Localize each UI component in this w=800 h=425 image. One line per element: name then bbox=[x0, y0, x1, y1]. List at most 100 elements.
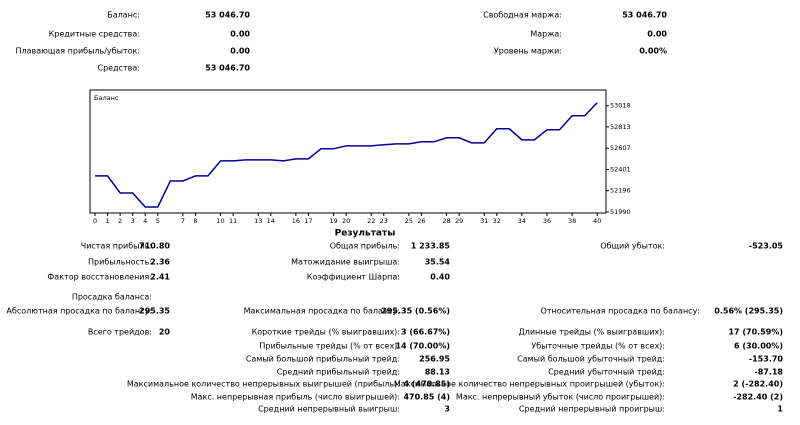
x-tick-label: 22 bbox=[367, 217, 375, 225]
x-tick-label: 11 bbox=[229, 217, 237, 225]
x-tick-label: 36 bbox=[543, 217, 551, 225]
y-tick-label: 52196 bbox=[610, 187, 631, 195]
result-label: Максимальная просадка по балансу: bbox=[244, 307, 400, 316]
x-tick-label: 4 bbox=[143, 217, 147, 225]
account-label: Плавающая прибыль/убыток: bbox=[15, 47, 140, 56]
result-label: Макс. непрерывная прибыль (число выигрыш… bbox=[191, 393, 400, 402]
account-value: 0.00% bbox=[639, 47, 667, 56]
result-value: 35.54 bbox=[425, 258, 451, 267]
account-label: Средства: bbox=[98, 64, 141, 73]
result-value: 3 (66.67%) bbox=[401, 328, 450, 337]
result-label: Относительная просадка по балансу: bbox=[541, 307, 700, 316]
y-tick-label: 52813 bbox=[610, 123, 631, 131]
result-label: Прибыльность: bbox=[88, 258, 152, 267]
x-tick-label: 19 bbox=[329, 217, 337, 225]
result-value: 0.40 bbox=[430, 273, 450, 282]
x-tick-label: 32 bbox=[493, 217, 501, 225]
result-value: 0.56% (295.35) bbox=[714, 307, 783, 316]
result-value: 3 bbox=[444, 405, 450, 414]
account-label: Маржа: bbox=[530, 30, 562, 39]
account-value: 53 046.70 bbox=[205, 64, 250, 73]
x-tick-label: 17 bbox=[304, 217, 312, 225]
result-label: Средний прибыльный трейд: bbox=[277, 368, 400, 377]
result-label: Убыточные трейды (% от всех): bbox=[531, 342, 665, 351]
result-label: Самый большой убыточный трейд: bbox=[517, 355, 665, 364]
x-tick-label: 34 bbox=[518, 217, 526, 225]
result-value: -153.70 bbox=[749, 355, 784, 364]
result-value: -523.05 bbox=[749, 242, 784, 251]
result-value: 2 (-282.40) bbox=[733, 380, 783, 389]
result-label: Просадка баланса: bbox=[72, 293, 152, 302]
x-tick-label: 16 bbox=[292, 217, 300, 225]
x-tick-label: 5 bbox=[156, 217, 160, 225]
result-value: 1 233.85 bbox=[411, 242, 451, 251]
x-tick-label: 14 bbox=[267, 217, 275, 225]
result-value: 6 (30.00%) bbox=[734, 342, 783, 351]
account-label: Кредитные средства: bbox=[49, 30, 140, 39]
y-tick-label: 52401 bbox=[610, 165, 631, 173]
result-value: 1 bbox=[777, 405, 783, 414]
account-value: 0.00 bbox=[647, 30, 667, 39]
account-label: Уровень маржи: bbox=[494, 47, 562, 56]
result-label: Средний убыточный трейд: bbox=[548, 368, 665, 377]
result-value: 2.36 bbox=[150, 258, 170, 267]
x-tick-label: 13 bbox=[254, 217, 262, 225]
result-label: Матожидание выигрыша: bbox=[291, 258, 400, 267]
x-tick-label: 28 bbox=[442, 217, 450, 225]
result-value: 20 bbox=[159, 328, 171, 337]
result-label: Абсолютная просадка по балансу: bbox=[6, 307, 152, 316]
result-value: 17 (70.59%) bbox=[728, 328, 783, 337]
result-label: Короткие трейды (% выигравших): bbox=[252, 328, 400, 337]
x-tick-label: 29 bbox=[455, 217, 463, 225]
account-value: 0.00 bbox=[230, 30, 250, 39]
account-label: Свободная маржа: bbox=[483, 11, 562, 20]
x-tick-label: 26 bbox=[417, 217, 425, 225]
x-tick-label: 10 bbox=[216, 217, 224, 225]
y-tick-label: 53018 bbox=[610, 102, 631, 110]
result-value: 4 (470.85) bbox=[403, 380, 450, 389]
result-label: Фактор восстановления: bbox=[47, 273, 152, 282]
result-value: 470.85 (4) bbox=[403, 393, 450, 402]
x-tick-label: 38 bbox=[568, 217, 576, 225]
chart-title: Баланс bbox=[94, 94, 119, 102]
x-tick-label: 40 bbox=[593, 217, 601, 225]
y-tick-label: 51990 bbox=[610, 208, 631, 216]
result-label: Средний непрерывный проигрыш: bbox=[519, 405, 665, 414]
x-tick-label: 0 bbox=[93, 217, 97, 225]
x-tick-label: 25 bbox=[405, 217, 413, 225]
result-label: Общая прибыль: bbox=[330, 242, 400, 251]
result-value: 295.35 bbox=[139, 307, 170, 316]
result-label: Самый большой прибыльный трейд: bbox=[246, 355, 400, 364]
x-tick-label: 31 bbox=[480, 217, 488, 225]
chart-frame bbox=[89, 89, 607, 214]
account-label: Баланс: bbox=[107, 11, 140, 20]
result-value: -282.40 (2) bbox=[733, 393, 783, 402]
account-value: 0.00 bbox=[230, 47, 250, 56]
x-tick-label: 2 bbox=[118, 217, 122, 225]
y-tick-label: 52607 bbox=[610, 144, 631, 152]
result-label: Всего трейдов: bbox=[88, 328, 152, 337]
result-value: 295.35 (0.56%) bbox=[381, 307, 450, 316]
result-value: 256.95 bbox=[419, 355, 450, 364]
result-label: Максимальное количество непрерывных выиг… bbox=[127, 380, 400, 389]
result-label: Максимальное количество непрерывных прои… bbox=[394, 380, 665, 389]
result-value: -87.18 bbox=[754, 368, 783, 377]
x-tick-label: 23 bbox=[380, 217, 388, 225]
account-value: 53 046.70 bbox=[205, 11, 250, 20]
result-label: Общий убыток: bbox=[600, 242, 665, 251]
x-tick-label: 1 bbox=[106, 217, 110, 225]
x-tick-label: 7 bbox=[181, 217, 185, 225]
result-label: Длинные трейды (% выигравших): bbox=[518, 328, 665, 337]
result-value: 14 (70.00%) bbox=[395, 342, 450, 351]
result-label: Прибыльные трейды (% от всех): bbox=[259, 342, 400, 351]
result-label: Чистая прибыль: bbox=[81, 242, 152, 251]
results-title: Результаты bbox=[335, 229, 396, 239]
x-tick-label: 20 bbox=[342, 217, 350, 225]
x-tick-label: 3 bbox=[131, 217, 135, 225]
balance-line bbox=[95, 102, 598, 208]
result-label: Коэффициент Шарпа: bbox=[307, 273, 400, 282]
result-label: Макс. непрерывный убыток (число проигрыш… bbox=[456, 393, 665, 402]
result-label: Средний непрерывный выигрыш: bbox=[258, 405, 400, 414]
